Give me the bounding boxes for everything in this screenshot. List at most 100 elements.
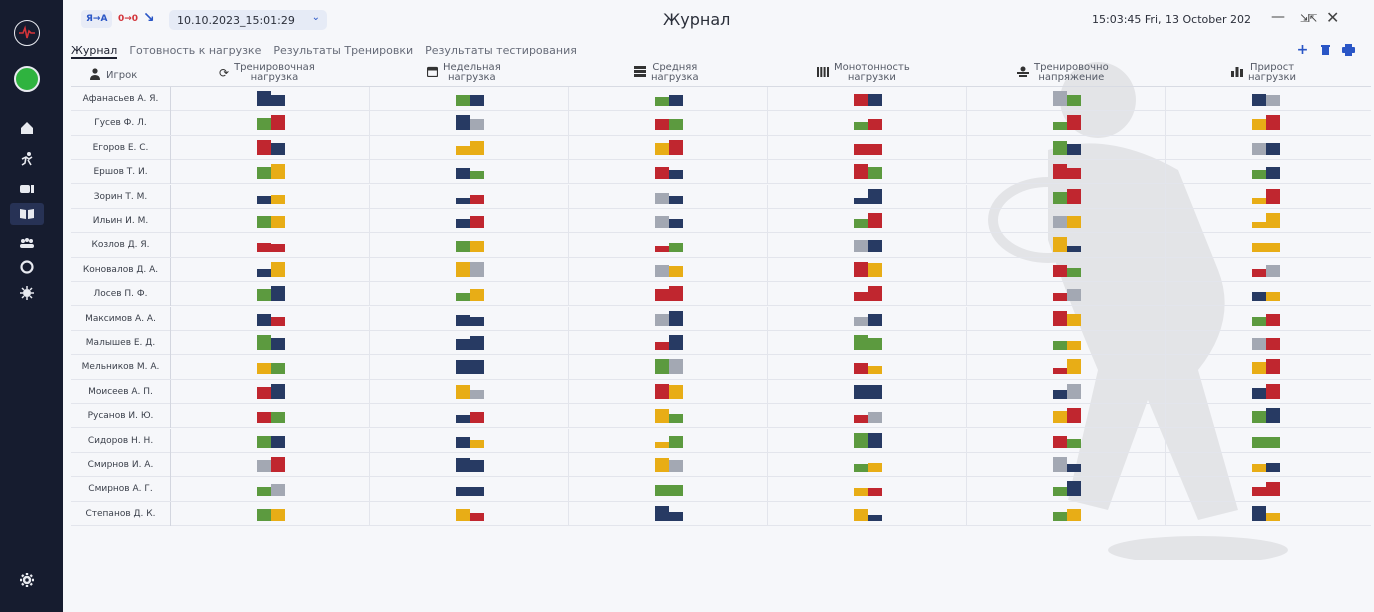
metric-cell[interactable] (967, 282, 1166, 307)
player-name[interactable]: Степанов Д. К. (71, 501, 171, 526)
metric-cell[interactable] (967, 477, 1166, 502)
metric-cell[interactable] (569, 501, 768, 526)
metric-cell[interactable] (1166, 111, 1365, 135)
table-row[interactable]: Ершов Т. И. (71, 160, 1371, 185)
table-row[interactable]: Малышев Е. Д. (71, 331, 1371, 356)
metric-cell[interactable] (171, 379, 370, 404)
metric-cell[interactable] (569, 184, 768, 209)
player-name[interactable]: Гусев Ф. Л. (71, 111, 171, 136)
metric-cell[interactable] (171, 233, 370, 258)
metric-cell[interactable] (569, 379, 768, 404)
metric-cell[interactable] (768, 282, 967, 307)
metric-cell[interactable] (569, 355, 768, 380)
metric-cell[interactable] (171, 111, 370, 136)
metric-cell[interactable] (370, 111, 569, 136)
metric-cell[interactable] (569, 477, 768, 502)
metric-cell[interactable] (768, 160, 967, 185)
metric-cell[interactable] (768, 306, 967, 331)
player-name[interactable]: Моисеев А. П. (71, 379, 171, 404)
metric-cell[interactable] (569, 257, 768, 282)
metric-cell[interactable] (569, 135, 768, 160)
table-row[interactable]: Русанов И. Ю. (71, 404, 1371, 429)
metric-cell[interactable] (171, 355, 370, 380)
table-row[interactable]: Егоров Е. С. (71, 135, 1371, 161)
metric-cell[interactable] (370, 453, 569, 477)
metric-cell[interactable] (768, 209, 967, 233)
metric-cell[interactable] (967, 428, 1166, 453)
metric-cell[interactable] (1166, 258, 1365, 282)
metric-cell[interactable] (768, 404, 967, 429)
metric-cell[interactable] (569, 428, 768, 453)
runner-icon[interactable] (10, 148, 44, 170)
column-header-player[interactable]: Игрок (89, 68, 137, 83)
metric-cell[interactable] (171, 331, 370, 355)
table-row[interactable]: Гусев Ф. Л. (71, 111, 1371, 136)
metric-cell[interactable] (370, 257, 569, 282)
metric-cell[interactable] (569, 404, 768, 429)
metric-cell[interactable] (967, 233, 1166, 258)
metric-cell[interactable] (171, 501, 370, 526)
tab-readiness[interactable]: Готовность к нагрузке (129, 44, 262, 57)
metric-cell[interactable] (370, 428, 569, 453)
tab-training-results[interactable]: Результаты Тренировки (273, 44, 414, 57)
player-name[interactable]: Русанов И. Ю. (71, 404, 171, 429)
metric-cell[interactable] (768, 331, 967, 355)
table-row[interactable]: Лосев П. Ф. (71, 282, 1371, 307)
metric-cell[interactable] (370, 404, 569, 429)
metric-cell[interactable] (1166, 380, 1365, 404)
circle-icon[interactable] (10, 256, 44, 278)
player-name[interactable]: Сидоров Н. Н. (71, 428, 171, 453)
tab-journal[interactable]: Журнал (71, 44, 118, 57)
trend-down-icon[interactable]: ↘ (143, 10, 155, 26)
metric-cell[interactable] (1166, 209, 1365, 233)
metric-cell[interactable] (569, 209, 768, 233)
metric-cell[interactable] (370, 184, 569, 209)
metric-cell[interactable] (370, 477, 569, 502)
metric-cell[interactable] (171, 477, 370, 502)
home-icon[interactable] (10, 117, 44, 139)
table-row[interactable]: Смирнов А. Г. (71, 477, 1371, 502)
metric-cell[interactable] (171, 282, 370, 307)
metric-cell[interactable] (1166, 453, 1365, 477)
player-name[interactable]: Лосев П. Ф. (71, 282, 171, 307)
player-name[interactable]: Коновалов Д. А. (71, 257, 171, 282)
metric-cell[interactable] (967, 379, 1166, 404)
avatar[interactable] (14, 66, 40, 92)
journal-icon[interactable] (10, 203, 44, 225)
metric-cell[interactable] (1166, 477, 1365, 501)
metric-cell[interactable] (370, 379, 569, 404)
metric-cell[interactable] (370, 282, 569, 307)
virus-icon[interactable] (10, 282, 44, 304)
table-row[interactable]: Мельников М. А. (71, 355, 1371, 380)
metric-cell[interactable] (171, 428, 370, 453)
metric-cell[interactable] (569, 331, 768, 355)
metric-cell[interactable] (370, 135, 569, 160)
player-name[interactable]: Смирнов И. А. (71, 453, 171, 477)
metric-cell[interactable] (967, 306, 1166, 331)
metric-cell[interactable] (967, 184, 1166, 209)
metric-cell[interactable] (768, 184, 967, 209)
metric-cell[interactable] (171, 257, 370, 282)
metric-cell[interactable] (1166, 160, 1365, 184)
metric-cell[interactable] (370, 233, 569, 258)
metric-cell[interactable] (768, 111, 967, 136)
player-name[interactable]: Ильин И. М. (71, 209, 171, 233)
metric-cell[interactable] (370, 331, 569, 355)
metric-cell[interactable] (967, 501, 1166, 526)
metric-cell[interactable] (967, 355, 1166, 380)
toggle-icon[interactable] (10, 178, 44, 200)
add-icon[interactable]: + (1296, 41, 1309, 58)
restore-icon[interactable]: ⇲⇱ (1300, 12, 1317, 25)
minimize-icon[interactable]: — (1271, 9, 1285, 25)
metric-cell[interactable] (370, 501, 569, 526)
metric-cell[interactable] (569, 111, 768, 136)
table-row[interactable]: Степанов Д. К. (71, 501, 1371, 527)
metric-cell[interactable] (171, 453, 370, 477)
metric-cell[interactable] (370, 87, 569, 111)
metric-cell[interactable] (1166, 87, 1365, 111)
metric-cell[interactable] (1166, 355, 1365, 379)
metric-cell[interactable] (171, 135, 370, 160)
metric-cell[interactable] (768, 355, 967, 380)
player-name[interactable]: Ершов Т. И. (71, 160, 171, 185)
metric-cell[interactable] (1166, 331, 1365, 355)
